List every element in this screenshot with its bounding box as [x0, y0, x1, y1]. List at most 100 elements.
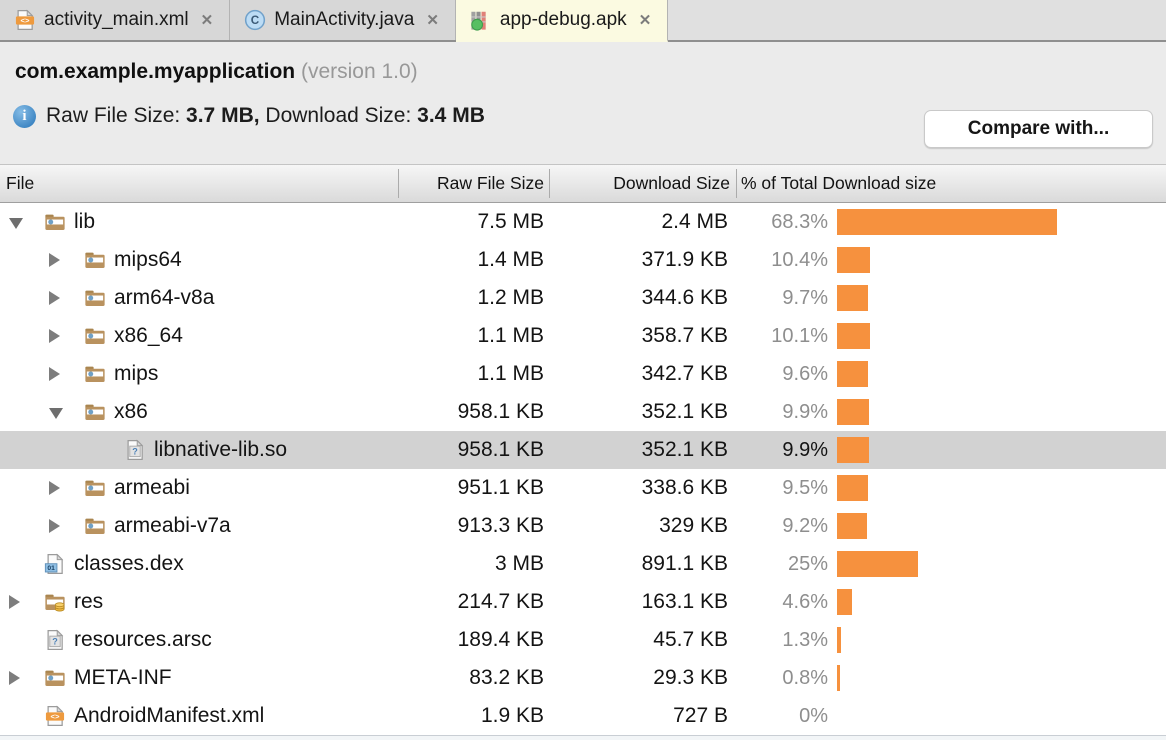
expand-arrow-icon[interactable]	[9, 671, 20, 685]
download-pct-bar	[837, 399, 869, 425]
tab-label: app-debug.apk	[499, 9, 627, 30]
tab-activity_main.xml[interactable]: <> activity_main.xml ✕	[0, 0, 231, 40]
folder-icon	[84, 477, 106, 499]
tab-label: MainActivity.java	[274, 9, 415, 30]
file-name: libnative-lib.so	[154, 438, 288, 461]
table-row-armeabi-v7a[interactable]: armeabi-v7a 913.3 KB 329 KB 9.2%	[0, 507, 1166, 545]
download-size: 371.9 KB	[641, 248, 728, 271]
tab-MainActivity.java[interactable]: C MainActivity.java ✕	[230, 0, 456, 40]
pct-of-total: 9.5%	[782, 477, 828, 499]
column-divider[interactable]	[736, 169, 737, 198]
collapse-arrow-icon[interactable]	[49, 408, 63, 419]
close-icon[interactable]: ✕	[200, 12, 214, 29]
pct-of-total: 10.4%	[771, 249, 828, 271]
raw-file-size: 1.4 MB	[477, 248, 544, 271]
svg-text:<>: <>	[21, 16, 30, 25]
download-size: 727 B	[673, 704, 728, 727]
file-name: mips64	[114, 248, 182, 271]
table-row-lib[interactable]: lib 7.5 MB 2.4 MB 68.3%	[0, 203, 1166, 241]
table-header: File Raw File Size Download Size % of To…	[0, 165, 1166, 203]
folder-icon	[84, 401, 106, 423]
apk-summary-band: com.example.myapplication (version 1.0) …	[0, 42, 1166, 165]
folder-icon	[84, 363, 106, 385]
folder-icon	[84, 325, 106, 347]
raw-file-size: 951.1 KB	[457, 476, 544, 499]
tab-app-debug.apk[interactable]: app-debug.apk ✕	[455, 0, 669, 42]
file-tree-table: lib 7.5 MB 2.4 MB 68.3% mips64 1.4 MB 371.9 KB…	[0, 203, 1166, 735]
pct-of-total: 9.6%	[782, 363, 828, 385]
download-pct-bar	[837, 551, 918, 577]
column-divider[interactable]	[549, 169, 550, 198]
expand-arrow-icon[interactable]	[9, 595, 20, 609]
folder-icon	[84, 515, 106, 537]
download-size: 352.1 KB	[641, 400, 728, 423]
pct-of-total: 1.3%	[782, 629, 828, 651]
expand-arrow-icon[interactable]	[49, 329, 60, 343]
raw-file-size: 1.1 MB	[477, 324, 544, 347]
expand-arrow-icon[interactable]	[49, 253, 60, 267]
pct-of-total: 68.3%	[771, 211, 828, 233]
folder-icon	[44, 667, 66, 689]
compare-with-button[interactable]: Compare with...	[924, 110, 1153, 148]
raw-file-size: 189.4 KB	[457, 628, 544, 651]
table-row-arm64-v8a[interactable]: arm64-v8a 1.2 MB 344.6 KB 9.7%	[0, 279, 1166, 317]
bottom-edge	[0, 735, 1166, 740]
java-class-icon: C	[244, 9, 266, 31]
version-label: (version 1.0)	[300, 60, 418, 83]
package-name: com.example.myapplication	[15, 60, 296, 83]
expand-arrow-icon[interactable]	[49, 291, 60, 305]
table-row-AndroidManifest.xml[interactable]: <> AndroidManifest.xml 1.9 KB 727 B 0%	[0, 697, 1166, 735]
svg-text:<>: <>	[51, 712, 60, 721]
table-row-res[interactable]: res 214.7 KB 163.1 KB 4.6%	[0, 583, 1166, 621]
download-size: 2.4 MB	[661, 210, 728, 233]
raw-file-size: 913.3 KB	[457, 514, 544, 537]
download-pct-bar	[837, 513, 867, 539]
table-row-x86_64[interactable]: x86_64 1.1 MB 358.7 KB 10.1%	[0, 317, 1166, 355]
table-row-mips[interactable]: mips 1.1 MB 342.7 KB 9.6%	[0, 355, 1166, 393]
raw-file-size: 83.2 KB	[469, 666, 544, 689]
download-size-value: 3.4 MB	[417, 104, 485, 127]
download-size: 352.1 KB	[641, 438, 728, 461]
column-header-raw-size[interactable]: Raw File Size	[437, 173, 544, 193]
table-row-META-INF[interactable]: META-INF 83.2 KB 29.3 KB 0.8%	[0, 659, 1166, 697]
download-size: 45.7 KB	[653, 628, 728, 651]
editor-tab-bar: <> activity_main.xml ✕ C MainActivity.java ✕ a…	[0, 0, 1166, 42]
file-name: lib	[74, 210, 96, 233]
column-header-pct[interactable]: % of Total Download size	[741, 173, 937, 193]
file-name: res	[74, 590, 104, 613]
download-pct-bar	[837, 475, 868, 501]
download-pct-bar	[837, 665, 840, 691]
table-row-libnative-lib.so[interactable]: ? libnative-lib.so 958.1 KB 352.1 KB 9.9%	[0, 431, 1166, 469]
table-row-resources.arsc[interactable]: ? resources.arsc 189.4 KB 45.7 KB 1.3%	[0, 621, 1166, 659]
table-row-classes.dex[interactable]: 01 classes.dex 3 MB 891.1 KB 25%	[0, 545, 1166, 583]
column-header-download-size[interactable]: Download Size	[613, 173, 730, 193]
download-size: 358.7 KB	[641, 324, 728, 347]
collapse-arrow-icon[interactable]	[9, 218, 23, 229]
file-name: mips	[114, 362, 159, 385]
file-name: armeabi	[114, 476, 190, 499]
close-icon[interactable]: ✕	[638, 12, 652, 29]
expand-arrow-icon[interactable]	[49, 519, 60, 533]
pct-of-total: 25%	[787, 553, 828, 575]
folder-icon	[44, 211, 66, 233]
pct-of-total: 9.7%	[782, 287, 828, 309]
close-icon[interactable]: ✕	[426, 12, 439, 29]
download-pct-bar	[837, 323, 870, 349]
table-row-mips64[interactable]: mips64 1.4 MB 371.9 KB 10.4%	[0, 241, 1166, 279]
folder-icon	[84, 287, 106, 309]
download-pct-bar	[837, 437, 869, 463]
package-line: com.example.myapplication (version 1.0)	[15, 60, 418, 84]
table-row-armeabi[interactable]: armeabi 951.1 KB 338.6 KB 9.5%	[0, 469, 1166, 507]
download-pct-bar	[837, 589, 852, 615]
pct-of-total: 10.1%	[771, 325, 828, 347]
download-size: 329 KB	[659, 514, 728, 537]
pct-of-total: 9.9%	[782, 401, 828, 423]
expand-arrow-icon[interactable]	[49, 481, 60, 495]
column-header-file[interactable]: File	[6, 173, 35, 193]
download-size: 163.1 KB	[641, 590, 728, 613]
table-row-x86[interactable]: x86 958.1 KB 352.1 KB 9.9%	[0, 393, 1166, 431]
file-name: armeabi-v7a	[114, 514, 231, 537]
column-divider[interactable]	[398, 169, 399, 198]
expand-arrow-icon[interactable]	[49, 367, 60, 381]
svg-text:?: ?	[132, 447, 138, 457]
